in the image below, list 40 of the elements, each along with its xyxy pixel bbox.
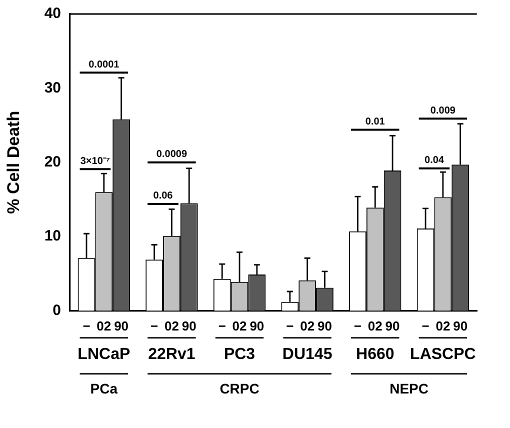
text: 02	[368, 318, 382, 334]
x-tick-label: DU145	[282, 346, 332, 363]
text: 90	[453, 318, 468, 334]
text: 02	[436, 318, 450, 334]
series-label: 90	[114, 318, 129, 334]
text: −	[354, 318, 362, 334]
text: −	[422, 318, 430, 334]
y-tick-label: 0	[52, 302, 61, 319]
text: 90	[182, 318, 196, 334]
text: CRPC	[220, 380, 260, 397]
text: 90	[385, 318, 400, 334]
annotation: 3×10⁻⁷	[80, 156, 110, 167]
text: NEPC	[390, 380, 428, 397]
x-tick-label: LNCaP	[78, 346, 130, 363]
x-tick-label: PC3	[224, 346, 256, 363]
y-tick-label: 20	[44, 154, 61, 171]
y-tick-label: 10	[44, 228, 61, 245]
x-tick-label: 22Rv1	[148, 346, 196, 363]
annotation: 0.06	[153, 190, 174, 202]
annotation: 0.0001	[88, 59, 120, 70]
text: 90	[317, 318, 332, 334]
y-tick-label: 40	[44, 5, 61, 22]
y-axis-title: % Cell Death	[4, 110, 23, 214]
text: −	[218, 318, 226, 334]
y-tick-label: 30	[44, 79, 61, 96]
text: 02	[232, 318, 247, 334]
text: 02	[164, 318, 179, 334]
annotation: 0.04	[424, 155, 444, 166]
text: PCa	[90, 380, 118, 397]
text: −	[286, 318, 294, 334]
x-tick-label: H660	[356, 346, 394, 363]
annotation: 0.01	[365, 116, 386, 128]
annotation: 0.0009	[156, 149, 188, 160]
series-label: 02	[96, 318, 112, 334]
text: 02	[300, 318, 315, 334]
series-label: −	[82, 318, 91, 334]
text: −	[150, 318, 158, 334]
x-tick-label: LASCPC	[410, 346, 476, 363]
text: 90	[250, 318, 264, 334]
annotation: 0.009	[430, 105, 456, 116]
